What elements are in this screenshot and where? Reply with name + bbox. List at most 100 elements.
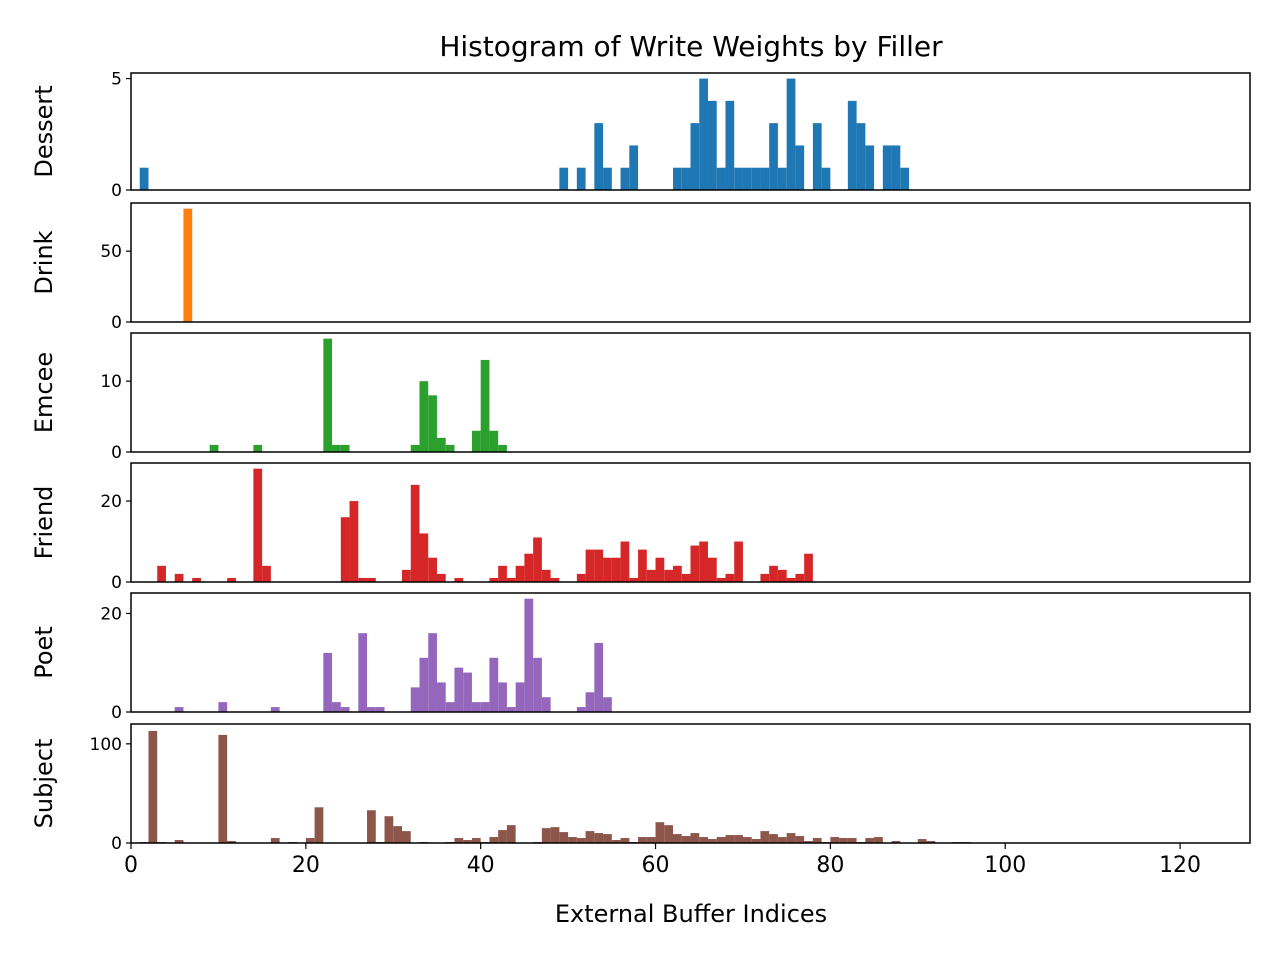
bar-subject [367,810,376,843]
bar-friend [594,549,604,582]
panel-frame [130,332,1251,453]
bar-poet [541,697,551,712]
panel-frame [130,592,1251,713]
bar-dessert [139,167,149,190]
bar-subject [498,830,507,843]
bar-dessert [821,167,831,190]
y-tick-label: 20 [100,492,122,512]
bar-dessert [690,123,700,190]
bar-friend [699,541,708,582]
bar-friend [340,517,350,582]
bar-friend [454,577,464,582]
bar-dessert [882,145,892,190]
bar-poet [463,672,472,712]
bar-dessert [856,123,866,190]
bar-emcee [332,444,341,452]
bar-friend [638,549,647,582]
bar-friend [585,549,595,582]
bar-dessert [891,145,901,190]
y-tick-label: 100 [90,735,122,755]
panel-frame [130,462,1251,583]
y-axis-label-emcee: Emcee [30,352,58,433]
x-tick-label: 20 [292,853,320,878]
bar-friend [253,468,263,582]
bar-subject [174,840,184,843]
bar-subject [463,840,472,843]
bar-emcee [253,444,263,452]
y-tick-label: 10 [100,372,122,392]
bar-subject [847,838,857,843]
bar-poet [576,707,586,712]
bar-subject [786,833,796,843]
bar-friend [576,573,586,582]
bar-subject [664,825,674,843]
x-axis-label: External Buffer Indices [555,900,827,928]
bar-subject [681,836,691,843]
subplot-panels: 0 5 Dessert 0 50 Drink 0 10 Emcee 0 20 Friend 0 20 Poe… [30,70,1251,854]
bar-emcee [340,444,350,452]
bar-friend [664,569,674,582]
bar-dessert [865,145,875,190]
y-axis-label-poet: Poet [30,626,58,678]
panel-frame [130,202,1251,323]
bar-subject [865,838,875,843]
bar-friend [769,565,778,582]
bar-poet [367,707,376,712]
bar-subject [760,831,770,843]
bar-subject [716,837,726,843]
bar-poet [454,667,464,712]
bar-friend [646,569,656,582]
bar-subject [699,837,708,843]
y-tick-label: 5 [111,70,122,90]
bar-dessert [769,123,778,190]
bar-poet [524,598,534,712]
bar-dessert [777,167,787,190]
panel-frame [130,723,1251,844]
bar-poet [436,682,446,712]
bar-emcee [436,437,446,452]
bar-subject [506,825,516,843]
bar-friend [174,573,184,582]
bar-poet [498,682,507,712]
bar-friend [786,577,796,582]
bar-friend [716,577,726,582]
bar-friend [611,557,621,582]
bar-emcee [471,430,481,452]
x-axis: 0 20 40 60 80 100 120 [124,843,1201,878]
bar-subject [777,837,787,843]
bar-dessert [620,167,630,190]
bar-dessert [716,167,726,190]
bar-friend [550,577,560,582]
bar-dessert [559,167,569,190]
y-axis-label-drink: Drink [30,230,58,294]
bar-subject [393,826,403,843]
bar-emcee [419,381,429,452]
bar-poet [594,643,604,712]
bar-poet [323,652,333,712]
bar-friend [655,557,665,582]
bar-dessert [900,167,910,190]
bar-friend [358,577,368,582]
bar-friend [777,569,787,582]
y-axis-label-dessert: Dessert [30,85,58,177]
bar-subject [769,834,778,843]
bar-subject [638,837,647,843]
bar-emcee [480,359,490,452]
bar-friend [524,553,534,582]
bar-dessert [847,100,857,190]
bar-dessert [812,123,822,190]
bar-subject [585,831,595,843]
y-axis-label-subject: Subject [30,739,58,829]
y-tick-label: 0 [111,181,122,201]
bar-dessert [742,167,752,190]
bar-poet [506,707,516,712]
bar-poet [428,633,437,712]
bar-subject [874,837,883,843]
panel-friend: 0 20 Friend [30,462,1251,593]
bar-emcee [498,444,507,452]
bar-subject [812,838,822,843]
bar-friend [498,565,507,582]
bar-friend [192,577,201,582]
bar-poet [410,687,420,712]
